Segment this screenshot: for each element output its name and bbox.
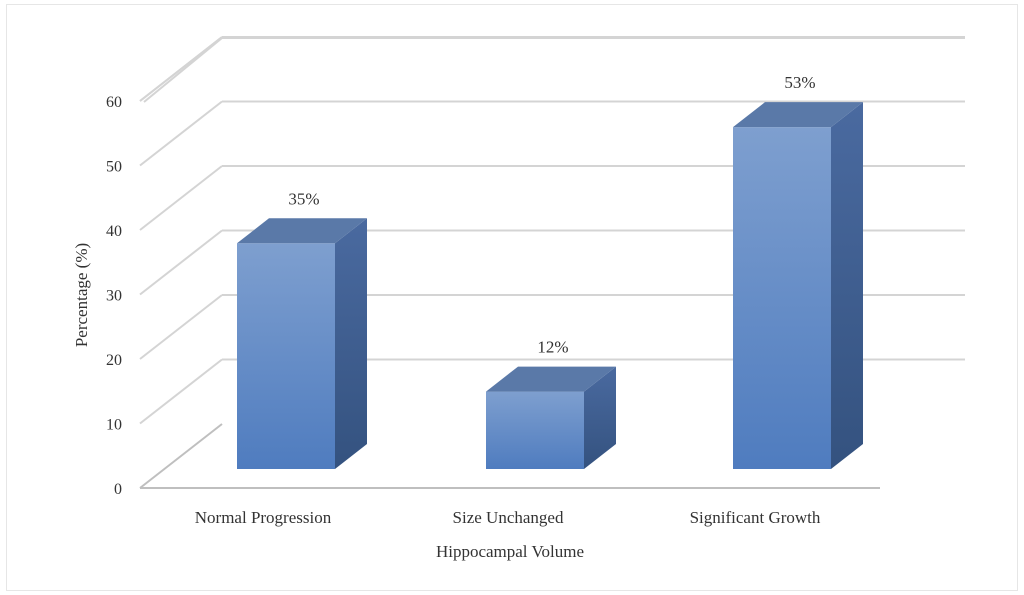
x-axis-title: Hippocampal Volume (436, 542, 584, 561)
y-tick-label: 50 (106, 159, 122, 176)
y-tick-label: 40 (106, 223, 122, 240)
bar-1 (237, 218, 367, 469)
data-label: 12% (537, 338, 568, 357)
gridline-side (143, 37, 223, 103)
bar-front (486, 391, 584, 469)
gridline-side (139, 165, 223, 231)
gridline-side (139, 294, 223, 360)
y-tick-label: 60 (106, 94, 122, 111)
data-label: 53% (784, 73, 815, 92)
gridline-side (139, 229, 223, 296)
bar-side (335, 218, 367, 469)
y-tick-label: 30 (106, 288, 122, 305)
y-axis-ticks: 0 10 20 30 40 50 60 (106, 94, 122, 498)
x-category-label: Size Unchanged (453, 508, 564, 527)
x-category-label: Normal Progression (195, 508, 332, 527)
bar-3 (733, 102, 863, 470)
bar-side (584, 366, 616, 469)
chart-frame (6, 4, 1018, 591)
gridline-side (139, 36, 223, 102)
y-tick-label: 20 (106, 352, 122, 369)
gridline-side (139, 358, 223, 425)
gridline-side (139, 100, 223, 167)
bar-front (733, 127, 831, 470)
y-tick-label: 0 (114, 481, 122, 498)
y-tick-label: 10 (106, 417, 122, 434)
bar-side (831, 102, 863, 470)
bar-2 (486, 366, 616, 469)
x-axis-categories: Normal Progression Size Unchanged Signific… (195, 508, 821, 527)
x-category-label: Significant Growth (690, 508, 821, 527)
data-label: 35% (288, 189, 319, 208)
bar-top (486, 366, 616, 392)
bar-top (733, 102, 863, 128)
bar-front (237, 243, 335, 469)
floor-side-edge (139, 423, 223, 489)
bars: 35% 12% 53% (237, 73, 863, 470)
y-axis-title: Percentage (%) (72, 243, 91, 347)
bar-top (237, 218, 367, 244)
